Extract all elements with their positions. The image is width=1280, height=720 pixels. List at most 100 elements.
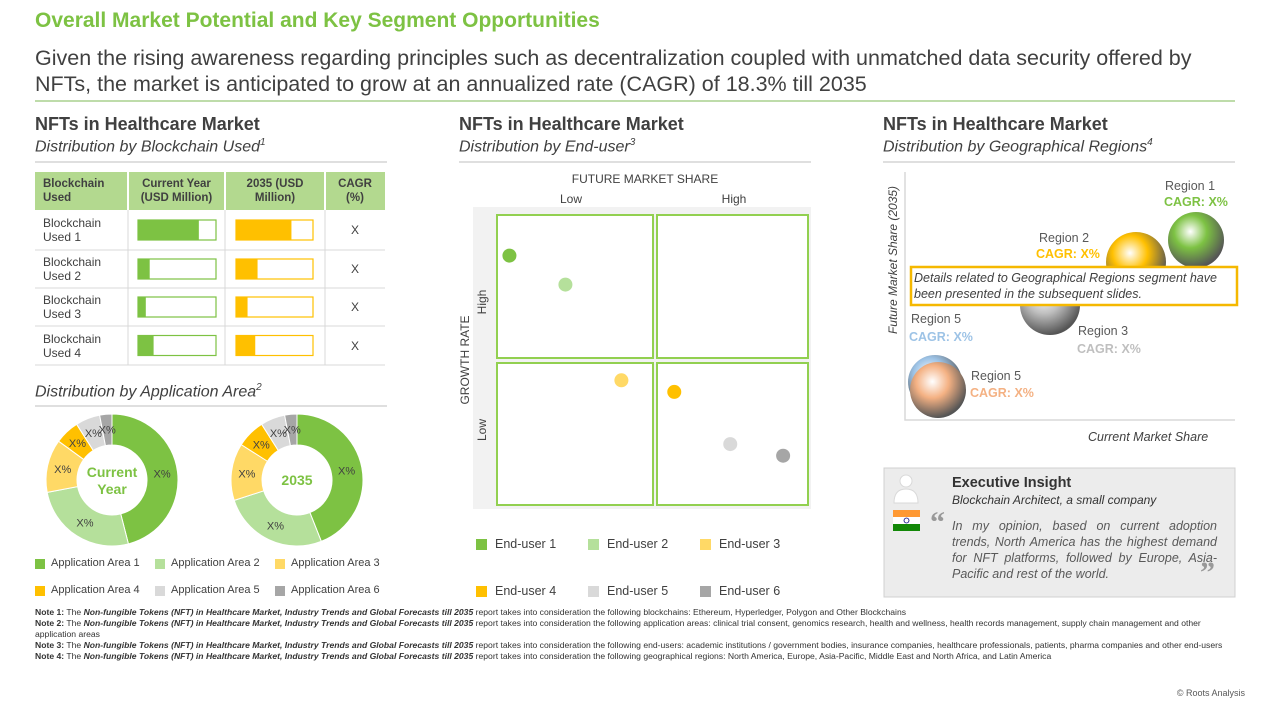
note: Note 2: The Non-fungible Tokens (NFT) in… [35,618,1230,640]
note-text: report takes into consideration the foll… [475,651,1052,661]
data-point [776,448,791,463]
table-header [35,172,385,210]
donut-label: X% [154,469,171,481]
region-cagr: CAGR: X% [1077,342,1141,356]
note-text: report takes into consideration the foll… [35,618,1201,639]
section-subtitle: Distribution by Geographical Regions4 [883,137,1153,156]
cagr-cell: X [350,300,359,314]
bar [138,220,199,240]
callout-text: Details related to Geographical Regions … [914,271,1217,301]
region-cagr: CAGR: X% [970,386,1034,400]
region-name: Region 5 [971,369,1022,383]
region-bubble [910,362,966,418]
row-label: Blockchain Used 4 [43,331,102,360]
legend-label: Application Area 4 [51,584,140,596]
row-label: Blockchain Used 2 [43,255,102,283]
quadrant [656,214,809,359]
region-name: Region 5 [911,312,962,326]
bar [138,335,154,356]
axis-label: High [721,192,747,206]
open-quote: “ [930,506,945,539]
insight-role: Blockchain Architect, a small company [952,493,1157,507]
row-label: Blockchain Used 3 [43,293,102,321]
data-point [614,373,629,388]
donut-label: X% [253,439,270,451]
donut-label: X% [338,466,355,478]
note-ref: 3 [629,137,636,148]
title: Overall Market Potential and Key Segment… [35,9,600,32]
legend-label: End-user 4 [495,584,557,598]
note-prefix: The [66,607,82,617]
subtitle-text: Distribution by Blockchain Used [35,138,260,156]
cagr-cell: X [350,338,359,353]
donut-segment [111,413,179,545]
flag [893,517,920,524]
note: Note 1: The Non-fungible Tokens (NFT) in… [35,607,1230,618]
note-label: Note 3: [35,640,65,650]
note-ref: 2 [256,382,262,393]
note-label: Note 2: [35,618,65,628]
data-point [502,248,517,263]
data-point [667,384,682,399]
note: Note 4: The Non-fungible Tokens (NFT) in… [35,651,1230,662]
donut-label: X% [76,518,93,530]
donut-segment [296,413,364,543]
legend-swatch [275,559,285,569]
note-label: Note 1: [35,607,65,617]
row-label: Blockchain Used 1 [43,216,102,244]
section-subtitle: Distribution by Blockchain Used1 [35,137,266,156]
axis-label: High [475,290,489,315]
region-cagr: CAGR: X% [1036,247,1100,261]
bar-track [137,296,217,318]
region-name: Region 1 [1165,179,1216,193]
donut-center: 2035 [281,472,313,488]
table-header-cell: Blockchain Used [43,178,105,204]
axis-title: Future Market Share (2035) [886,186,900,334]
legend-label: Application Area 5 [171,584,260,596]
region-name: Region 3 [1078,324,1129,338]
note-report: Non-fungible Tokens (NFT) in Healthcare … [83,618,474,628]
footer: © Roots Analysis [1176,688,1245,698]
data-point [723,437,738,452]
legend-swatch [476,539,487,550]
legend-label: End-user 2 [607,537,669,551]
insight-quote: In my opinion, based on current adoption… [952,519,1217,581]
cagr-cell: X [350,262,359,276]
region-cagr: CAGR: X% [909,330,973,344]
legend-swatch [700,539,711,550]
donut-label: X% [69,438,86,450]
legend-label: Application Area 6 [291,584,380,596]
region-bubble [1168,212,1224,268]
legend-swatch [700,586,711,597]
note-prefix: The [66,640,82,650]
table-header-cell: Current Year (USD Million) [140,178,213,204]
donut-segment [99,413,113,447]
note-report: Non-fungible Tokens (NFT) in Healthcare … [83,640,474,650]
cagr-cell: X [350,223,359,237]
donut-label: X% [284,425,301,437]
subtitle-text: Distribution by End-user [459,138,630,156]
axis-title: FUTURE MARKET SHARE [571,172,719,186]
note-report: Non-fungible Tokens (NFT) in Healthcare … [83,607,474,617]
section-title: NFTs in Healthcare Market [883,114,1108,134]
donut-label: X% [270,428,287,440]
axis-title: Current Market Share [1088,430,1209,444]
insight-title: Executive Insight [952,475,1072,491]
donut-label: X% [267,521,284,533]
axis-label: Low [475,419,489,441]
note-prefix: The [66,618,82,628]
quadrant [496,214,654,359]
donut-label: X% [99,425,116,437]
donut-label: X% [85,428,102,440]
section-subtitle: Distribution by Application Area2 [35,382,262,401]
axis-label: Low [559,192,582,206]
donut-segment [233,490,322,547]
note-ref: 4 [1147,137,1153,148]
insight-box [883,467,1236,598]
bar [236,220,292,240]
legend-label: Application Area 2 [171,557,260,569]
bar [236,335,256,356]
legend-label: End-user 6 [719,584,781,598]
